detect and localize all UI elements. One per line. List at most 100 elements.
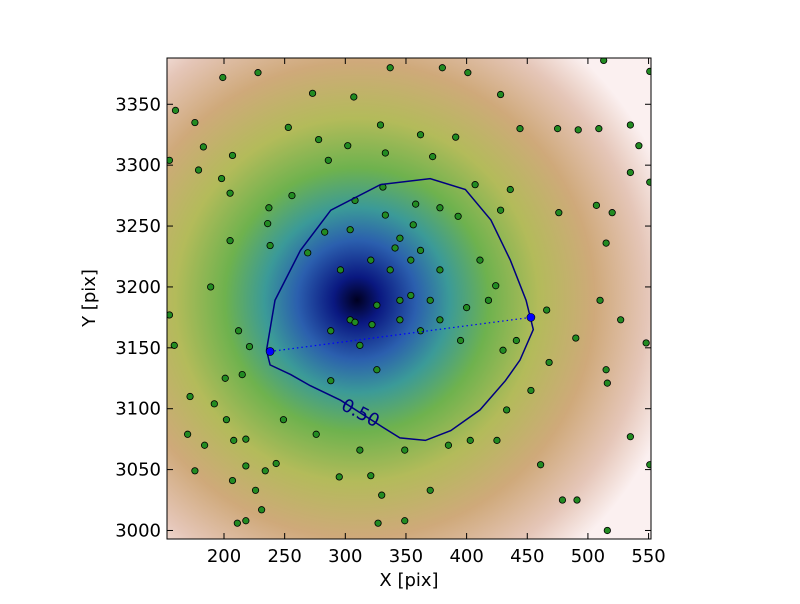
point (492, 282, 500, 290)
point (416, 246, 425, 254)
point (242, 462, 250, 470)
point (219, 73, 227, 82)
point (626, 121, 634, 129)
point (456, 336, 465, 345)
frame (166, 57, 652, 540)
point (555, 209, 563, 217)
point (167, 156, 174, 164)
point (381, 211, 389, 219)
point (412, 200, 420, 208)
point (221, 374, 229, 382)
point (238, 371, 246, 379)
point (346, 226, 354, 234)
point (476, 256, 484, 264)
point (373, 366, 381, 374)
point (499, 346, 507, 354)
x-tick-label: 550 (631, 546, 665, 567)
point (646, 178, 651, 186)
point (261, 467, 269, 475)
point (207, 283, 215, 291)
x-axis-label: X [pix] (379, 570, 438, 591)
point (222, 416, 231, 424)
point (452, 133, 460, 141)
y-tick-label: 3100 (115, 399, 161, 420)
point (335, 473, 343, 481)
point (429, 153, 437, 161)
point (438, 64, 446, 72)
marker-point (526, 313, 536, 322)
point (416, 327, 425, 335)
point (503, 406, 511, 414)
point (635, 142, 643, 150)
x-tick-label: 250 (267, 546, 301, 567)
x-tick-label: 200 (207, 546, 241, 567)
point (266, 241, 274, 250)
point (471, 181, 479, 189)
point (170, 341, 178, 349)
point (304, 249, 312, 257)
point (356, 446, 364, 454)
point (516, 125, 524, 133)
point (194, 166, 203, 174)
point (327, 327, 335, 335)
point (315, 135, 323, 144)
y-tick-label: 3050 (115, 460, 161, 481)
point (254, 69, 262, 77)
point (496, 90, 505, 99)
point (602, 239, 610, 247)
point (646, 67, 651, 75)
point (407, 291, 415, 300)
point (242, 435, 250, 443)
point (312, 430, 320, 438)
y-tick-label: 3150 (115, 338, 161, 359)
contour-line (265, 177, 535, 442)
point (603, 526, 611, 535)
point (226, 189, 234, 197)
point (351, 318, 359, 326)
point (233, 519, 241, 527)
point (288, 192, 296, 200)
point (228, 151, 237, 160)
point (558, 496, 567, 504)
point (608, 209, 616, 217)
point (376, 121, 385, 129)
point (592, 201, 601, 209)
point (426, 296, 434, 304)
point (186, 392, 194, 401)
x-tick-label: 500 (571, 546, 605, 567)
point (210, 400, 218, 408)
point (336, 266, 345, 274)
point (626, 433, 634, 441)
y-tick-label: 3250 (115, 216, 161, 237)
point (386, 266, 394, 274)
point (386, 64, 394, 72)
point (493, 436, 501, 444)
point (527, 386, 535, 395)
point (344, 142, 352, 150)
point (454, 212, 462, 220)
point (284, 123, 292, 132)
point (496, 206, 505, 214)
point (191, 118, 199, 127)
point (171, 106, 180, 114)
point (258, 506, 266, 514)
y-axis-label: Y [pix] (79, 269, 100, 328)
point (401, 446, 409, 454)
point (436, 316, 444, 324)
point (537, 461, 545, 469)
point (407, 256, 415, 264)
x-tick-label: 450 (510, 546, 544, 567)
point (545, 358, 553, 367)
point (356, 341, 364, 349)
point (574, 126, 582, 134)
point (602, 366, 610, 374)
point (184, 430, 192, 438)
point (245, 342, 254, 351)
point (350, 93, 358, 101)
point (572, 334, 580, 342)
point (167, 311, 174, 319)
point (617, 316, 625, 324)
point (279, 416, 288, 424)
point (506, 185, 514, 194)
point (642, 339, 650, 347)
